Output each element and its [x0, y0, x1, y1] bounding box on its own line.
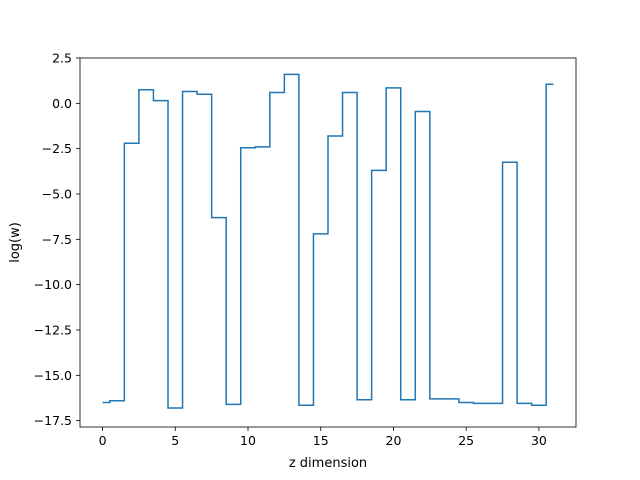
y-tick-label: −2.5 — [42, 141, 72, 156]
y-axis-ticks: 2.5 0.0 −2.5 −5.0 −7.5 −10.0 −12.5 −15.0 −17.5 — [34, 51, 80, 428]
x-tick-label: 30 — [531, 433, 547, 448]
x-tick-label: 10 — [240, 433, 256, 448]
x-tick-label: 0 — [99, 433, 107, 448]
y-tick-label: −12.5 — [34, 322, 72, 337]
y-tick-label: −10.0 — [34, 277, 72, 292]
y-tick-label: 0.0 — [52, 96, 72, 111]
x-axis-ticks: 0 5 10 15 20 25 30 — [99, 427, 547, 448]
x-tick-label: 20 — [386, 433, 402, 448]
y-axis-label: log(w) — [8, 222, 23, 263]
plot-area — [80, 58, 576, 427]
y-tick-label: 2.5 — [52, 51, 72, 66]
series-line — [102, 73, 554, 409]
x-tick-label: 15 — [313, 433, 329, 448]
y-tick-label: −17.5 — [34, 413, 72, 428]
x-axis-label: z dimension — [289, 456, 367, 471]
y-tick-label: −7.5 — [42, 232, 72, 247]
y-tick-label: −15.0 — [34, 368, 72, 383]
y-tick-label: −5.0 — [42, 186, 72, 201]
axes-frame — [79, 57, 577, 428]
x-tick-label: 25 — [458, 433, 474, 448]
x-tick-label: 5 — [171, 433, 179, 448]
